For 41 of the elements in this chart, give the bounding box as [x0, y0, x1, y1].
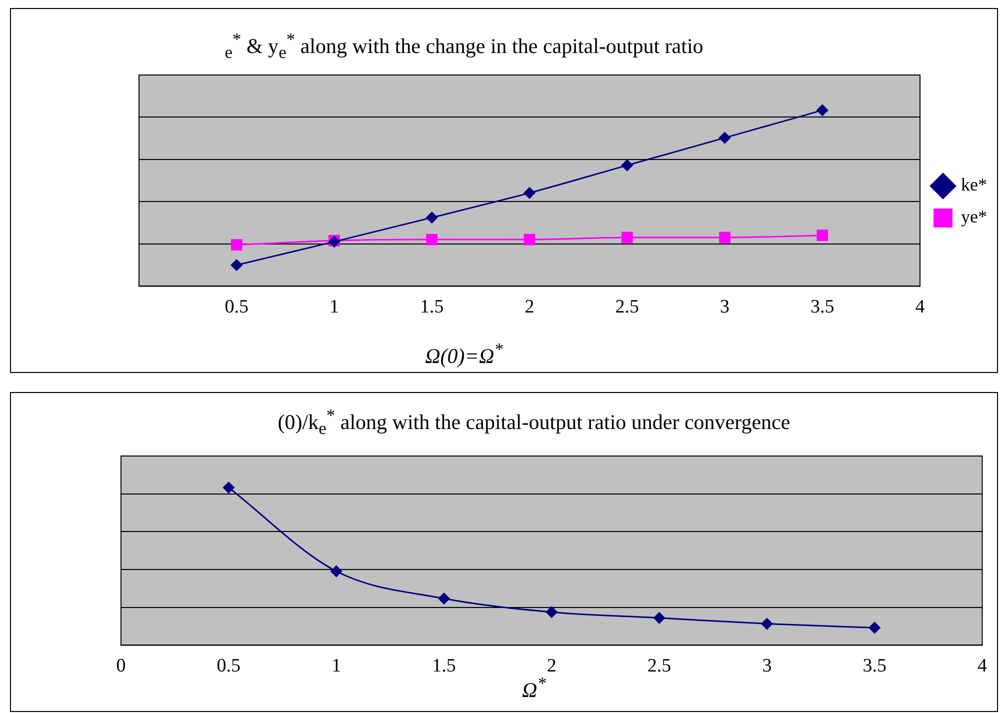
point — [426, 212, 438, 224]
x-tick-label: 2 — [524, 296, 534, 318]
point — [719, 232, 730, 244]
chart-title: (0)/k$_{e}$$^{*}$ along with the capital-output ratio under convergence — [276, 405, 792, 440]
x-tick-label: 1 — [330, 296, 340, 318]
point — [230, 259, 242, 271]
point — [621, 160, 633, 172]
point — [524, 187, 536, 199]
x-tick-label: 0.5 — [216, 656, 241, 677]
point — [621, 232, 633, 244]
point — [426, 234, 438, 246]
x-tick-label: 0.5 — [224, 296, 248, 318]
x-tick-label: 1 — [332, 656, 342, 677]
x-tick-label: 3.5 — [862, 656, 886, 677]
point — [222, 482, 234, 494]
point — [546, 606, 558, 618]
point — [654, 612, 666, 624]
point — [719, 132, 731, 144]
x-tick-label: 4 — [915, 296, 926, 318]
x-tick-label: 3.5 — [810, 296, 834, 318]
x-tick-label: 3 — [720, 296, 730, 318]
legend-label: ke* — [961, 174, 988, 195]
point — [524, 234, 536, 246]
x-axis-title: Ω(0)=Ω$^{*}$ — [424, 339, 504, 369]
x-tick-label: 1.5 — [432, 656, 456, 677]
point — [330, 566, 342, 578]
point — [438, 592, 450, 604]
point — [761, 618, 773, 630]
point — [816, 104, 828, 116]
x-tick-label: 2.5 — [647, 656, 672, 677]
x-tick-label: 0 — [116, 656, 126, 677]
point — [816, 230, 828, 242]
x-tick-label: 2.5 — [615, 296, 640, 318]
x-axis-title: Ω$^{*}$ — [522, 673, 546, 702]
point — [868, 622, 880, 634]
point — [230, 239, 242, 251]
x-tick-label: 4 — [978, 656, 988, 677]
legend-label: ye* — [961, 206, 988, 227]
x-tick-label: 3 — [762, 656, 772, 677]
x-tick-label: 2 — [546, 656, 556, 677]
x-tick-label: 1.5 — [420, 296, 444, 318]
